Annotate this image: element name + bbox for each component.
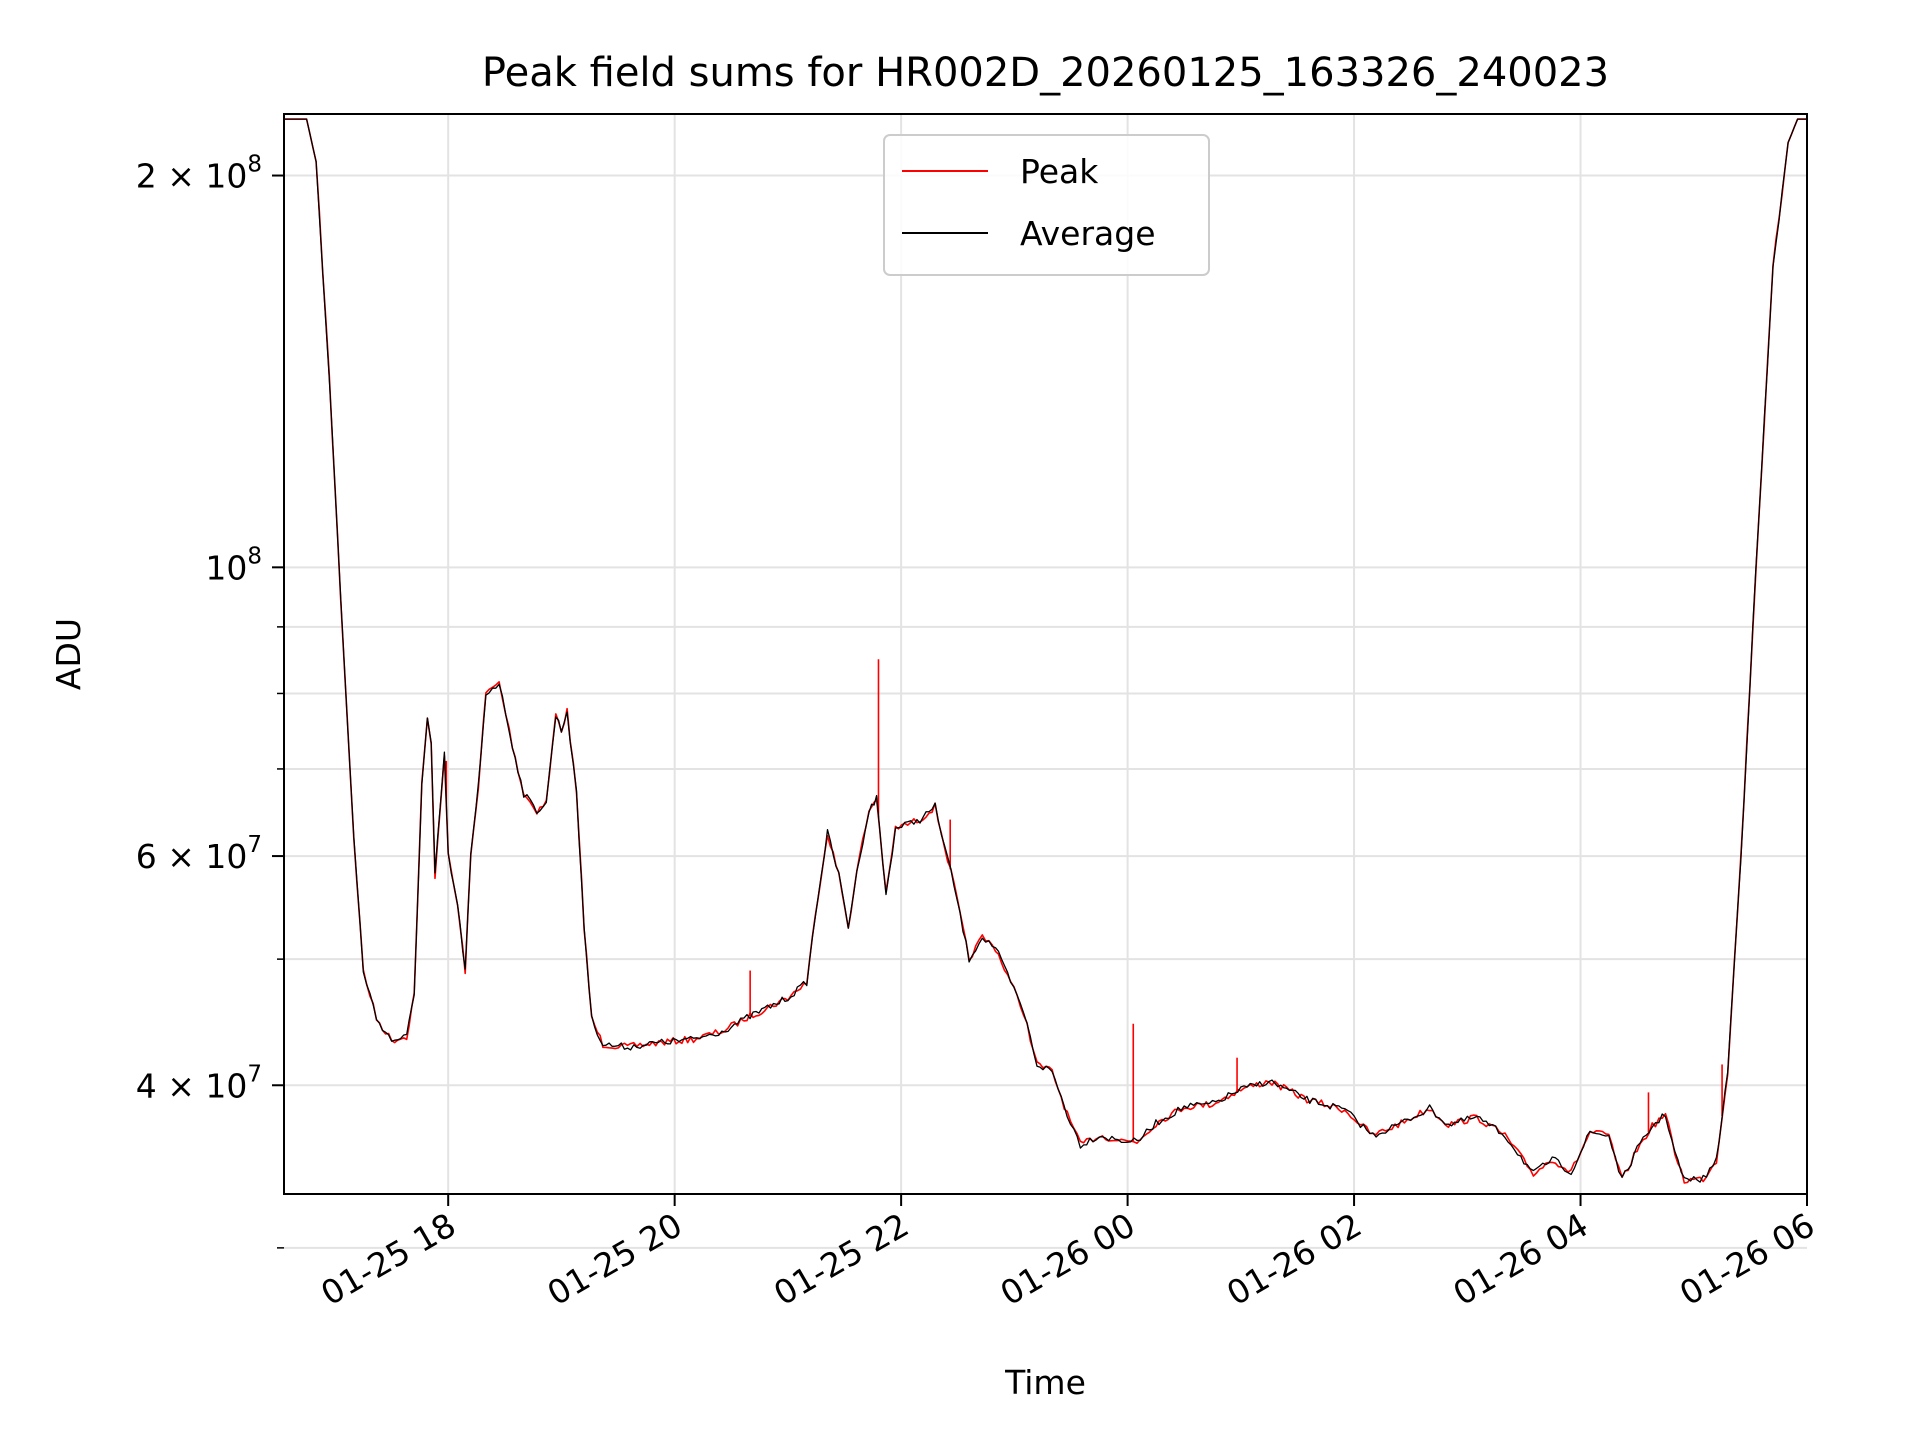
legend-average-label: Average bbox=[1020, 214, 1156, 253]
legend: Peak Average bbox=[883, 134, 1210, 276]
y-tick-label: 4 × 107 bbox=[136, 1061, 262, 1105]
y-axis-ticks: 108 2 × 108 6 × 107 4 × 107 bbox=[136, 152, 284, 1249]
plot-area bbox=[284, 118, 1807, 1184]
y-tick-label: 108 bbox=[205, 543, 262, 587]
chart-title: Peak field sums for HR002D_20260125_1633… bbox=[482, 50, 1609, 96]
legend-peak-label: Peak bbox=[1020, 152, 1099, 191]
series-average bbox=[284, 118, 1807, 1183]
x-axis-label: Time bbox=[1004, 1363, 1086, 1402]
axes-frame bbox=[283, 113, 1808, 1195]
y-tick-label: 2 × 108 bbox=[136, 152, 262, 196]
grid-lines bbox=[284, 114, 1808, 1249]
y-axis-label: ADU bbox=[49, 618, 88, 690]
series-line bbox=[284, 118, 1807, 1183]
y-tick-label: 6 × 107 bbox=[136, 832, 262, 876]
